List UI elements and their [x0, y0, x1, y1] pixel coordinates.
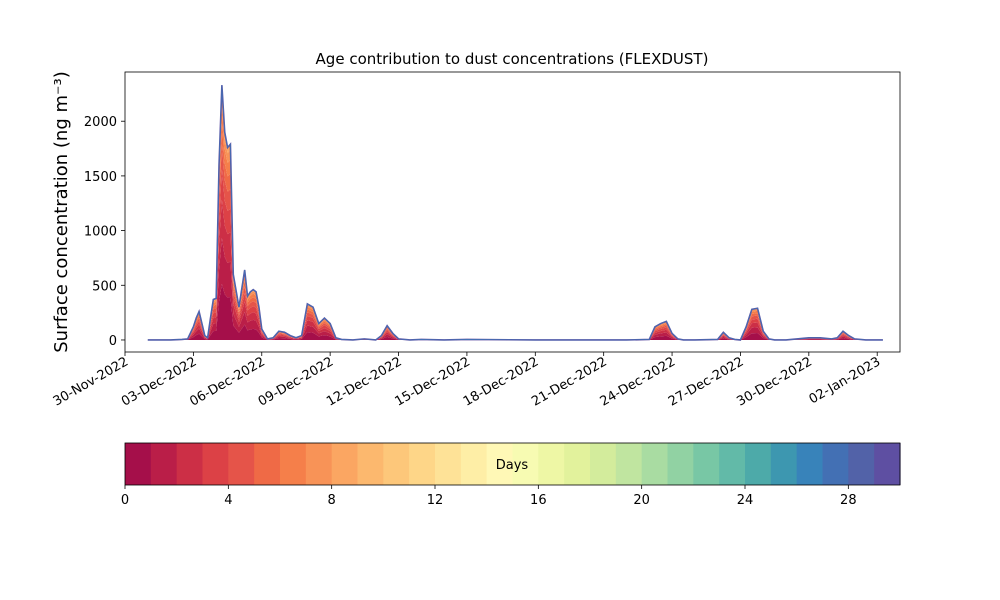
x-tick-label: 02-Jan-2023 [807, 354, 884, 407]
colorbar-tick-label: 28 [840, 493, 857, 508]
y-axis-label: Surface concentration (ng m⁻³) [51, 71, 72, 353]
x-tick-label: 15-Dec-2022 [393, 354, 473, 409]
chart-title: Age contribution to dust concentrations … [316, 50, 709, 68]
y-tick-label: 500 [92, 279, 117, 294]
colorbar-swatch [667, 443, 694, 485]
colorbar-swatch [435, 443, 462, 485]
colorbar-swatch [202, 443, 229, 485]
y-tick-label: 0 [109, 334, 117, 349]
colorbar-swatch [383, 443, 410, 485]
colorbar-swatch [719, 443, 746, 485]
colorbar-swatch [254, 443, 281, 485]
colorbar-tick-label: 4 [224, 493, 232, 508]
colorbar-tick-label: 12 [427, 493, 444, 508]
x-tick-label: 18-Dec-2022 [461, 354, 541, 409]
colorbar-swatch [125, 443, 152, 485]
colorbar-swatch [564, 443, 591, 485]
colorbar-frame [124, 442, 901, 486]
age-layer-0 [147, 283, 883, 340]
axes: 0 500 1000 1500 2000 30-Nov-202203-Dec-202206… [51, 71, 901, 410]
colorbar-swatch [745, 443, 772, 485]
y-tick-label: 1500 [84, 170, 117, 185]
colorbar-swatch [331, 443, 359, 485]
colorbar-swatch [615, 443, 643, 485]
age-layer-4 [147, 143, 883, 340]
colorbar-tick-label: 20 [633, 493, 650, 508]
colorbar-swatch [486, 443, 514, 485]
colorbar-swatch [228, 443, 255, 485]
x-tick-label: 30-Nov-2022 [51, 354, 131, 409]
colorbar-swatch [693, 443, 720, 485]
colorbar-swatch [409, 443, 436, 485]
x-tick-label: 03-Dec-2022 [119, 354, 199, 409]
colorbar-swatch [822, 443, 849, 485]
x-tick-label: 09-Dec-2022 [256, 354, 336, 409]
x-tick-label: 21-Dec-2022 [529, 354, 609, 409]
colorbar-tick-label: 0 [121, 493, 129, 508]
colorbar-swatch [512, 443, 539, 485]
x-tick-label: 06-Dec-2022 [187, 354, 267, 409]
age-layer-5 [147, 123, 883, 340]
colorbar-swatch [538, 443, 565, 485]
colorbar-label: Days [496, 458, 529, 473]
colorbar-swatch [176, 443, 204, 485]
colorbar-swatch [590, 443, 617, 485]
plot-frame [124, 71, 901, 353]
colorbar-swatch [280, 443, 307, 485]
x-tick-label: 24-Dec-2022 [598, 354, 678, 409]
colorbar-swatch [796, 443, 824, 485]
colorbar-swatch [460, 443, 488, 485]
colorbar: 0 4 8 12 16 20 24 28 [121, 442, 901, 508]
age-layer-2 [147, 199, 883, 340]
colorbar-tick-label: 8 [328, 493, 336, 508]
age-layer-6 [147, 105, 883, 340]
colorbar-tick-label: 16 [530, 493, 547, 508]
colorbar-swatch [150, 443, 178, 485]
colorbar-swatch [874, 443, 901, 485]
colorbar-swatch [305, 443, 333, 485]
x-tick-label: 27-Dec-2022 [666, 354, 746, 409]
colorbar-swatch [357, 443, 384, 485]
colorbar-swatch [770, 443, 798, 485]
x-tick-label: 12-Dec-2022 [324, 354, 404, 409]
colorbar-swatch [848, 443, 875, 485]
age-layer-3 [147, 169, 883, 340]
age-layer-1 [147, 238, 883, 340]
x-tick-label: 30-Dec-2022 [734, 354, 814, 409]
colorbar-swatch [641, 443, 669, 485]
y-tick-label: 2000 [84, 115, 117, 130]
plot-area [147, 85, 883, 341]
colorbar-tick-label: 24 [737, 493, 754, 508]
series-line-total-inner [147, 85, 883, 341]
series-group [147, 85, 883, 341]
y-tick-label: 1000 [84, 225, 117, 240]
